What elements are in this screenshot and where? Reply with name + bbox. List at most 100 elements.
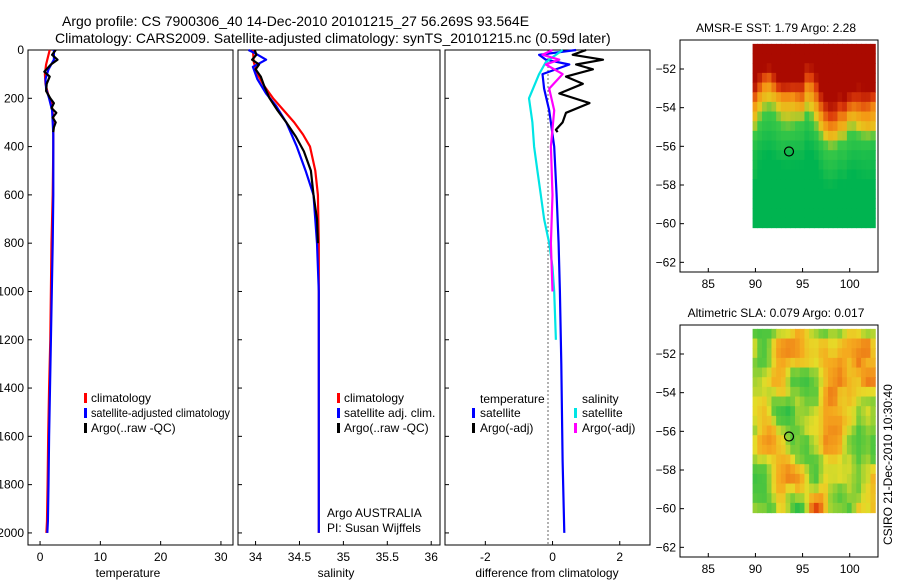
heatmap-cell: [837, 406, 843, 417]
heatmap-cell: [832, 357, 839, 369]
heatmap-cell: [813, 130, 820, 142]
heatmap-cell: [771, 348, 777, 359]
heatmap-cell: [865, 444, 872, 456]
heatmap-cell: [766, 348, 773, 359]
heatmap-cell: [780, 82, 787, 93]
heatmap-cell: [870, 338, 876, 349]
heatmap-cell: [752, 217, 758, 229]
heatmap-cell: [780, 63, 787, 74]
heatmap-cell: [832, 406, 839, 417]
heatmap-cell: [870, 140, 876, 151]
heatmap-cell: [771, 169, 777, 180]
heatmap-cell: [795, 328, 801, 340]
heatmap-cell: [790, 328, 796, 340]
heatmap-cell: [790, 357, 796, 369]
heatmap-cell: [757, 444, 763, 456]
heatmap-cell: [832, 377, 839, 388]
heatmap-cell: [870, 53, 876, 64]
heatmap-cell: [790, 121, 796, 132]
heatmap-cell: [809, 217, 815, 229]
heatmap-cell: [851, 72, 857, 84]
heatmap-cell: [790, 63, 796, 74]
heatmap-cell: [776, 502, 782, 514]
heatmap-cell: [828, 72, 834, 84]
heatmap-cell: [837, 493, 843, 504]
heatmap-cell: [804, 63, 810, 74]
heatmap-cell: [837, 328, 843, 340]
heatmap-cell: [837, 425, 843, 436]
heatmap-cell: [837, 150, 843, 161]
heatmap-cell: [771, 338, 777, 349]
heatmap-cell: [870, 179, 876, 190]
heatmap-cell: [780, 150, 787, 161]
heatmap-cell: [828, 140, 834, 151]
heatmap-cell: [851, 377, 857, 388]
heatmap-cell: [856, 169, 862, 180]
heatmap-cell: [823, 483, 829, 494]
heatmap-cell: [785, 82, 791, 93]
heatmap-cell: [776, 130, 782, 142]
heatmap-cell: [865, 179, 872, 190]
heatmap-cell: [776, 72, 782, 84]
heatmap-cell: [846, 386, 853, 398]
heatmap-cell: [790, 493, 796, 504]
heatmap-cell: [828, 348, 834, 359]
heatmap-cell: [818, 111, 824, 122]
heatmap-cell: [799, 425, 806, 436]
heatmap-cell: [799, 454, 806, 465]
heatmap-cell: [856, 348, 862, 359]
series-line-argo-raw-qc-: [43, 49, 59, 133]
heatmap-cell: [771, 464, 777, 475]
heatmap-cell: [809, 43, 815, 55]
heatmap-cell: [842, 348, 848, 359]
heatmap-cell: [861, 493, 867, 504]
heatmap-cell: [771, 396, 777, 407]
heatmap-cell: [823, 208, 829, 219]
heatmap-cell: [842, 435, 848, 446]
heatmap-cell: [861, 377, 867, 388]
x-tick-label: 20: [154, 550, 168, 564]
heatmap-cell: [851, 473, 857, 485]
heatmap-cell: [809, 444, 815, 456]
heatmap-cell: [766, 111, 773, 122]
heatmap-cell: [856, 435, 862, 446]
heatmap-cell: [771, 444, 777, 456]
heatmap-cell: [870, 328, 876, 340]
heatmap-cell: [861, 473, 867, 485]
heatmap-cell: [846, 435, 853, 446]
heatmap-cell: [832, 425, 839, 436]
heatmap-cell: [809, 169, 815, 180]
heatmap-cell: [861, 208, 867, 219]
heatmap-cell: [856, 188, 862, 200]
heatmap-cell: [780, 502, 787, 514]
heatmap-cell: [752, 43, 758, 55]
heatmap-cell: [790, 396, 796, 407]
heatmap-cell: [795, 217, 801, 229]
heatmap-cell: [757, 179, 763, 190]
heatmap-cell: [757, 101, 763, 113]
heatmap-cell: [790, 179, 796, 190]
heatmap-cell: [813, 377, 820, 388]
heatmap-cell: [780, 53, 787, 64]
heatmap-cell: [818, 188, 824, 200]
heatmap-cell: [818, 502, 824, 514]
heatmap-cell: [861, 121, 867, 132]
legend-label-argo: Argo(..raw -QC): [344, 421, 429, 435]
heatmap-cell: [757, 357, 763, 369]
heatmap-cell: [870, 483, 876, 494]
heatmap-cell: [776, 357, 782, 369]
heatmap-cell: [837, 396, 843, 407]
heatmap-cell: [771, 53, 777, 64]
heatmap-cell: [785, 435, 791, 446]
heatmap-cell: [809, 338, 815, 349]
heatmap-cell: [818, 43, 824, 55]
heatmap-cell: [851, 415, 857, 427]
heatmap-cell: [828, 502, 834, 514]
heatmap-cell: [799, 140, 806, 151]
heatmap-cell: [804, 415, 810, 427]
heatmap-cell: [780, 348, 787, 359]
x-tick-label: 100: [840, 562, 860, 576]
heatmap-cell: [861, 502, 867, 514]
heatmap-cell: [842, 454, 848, 465]
